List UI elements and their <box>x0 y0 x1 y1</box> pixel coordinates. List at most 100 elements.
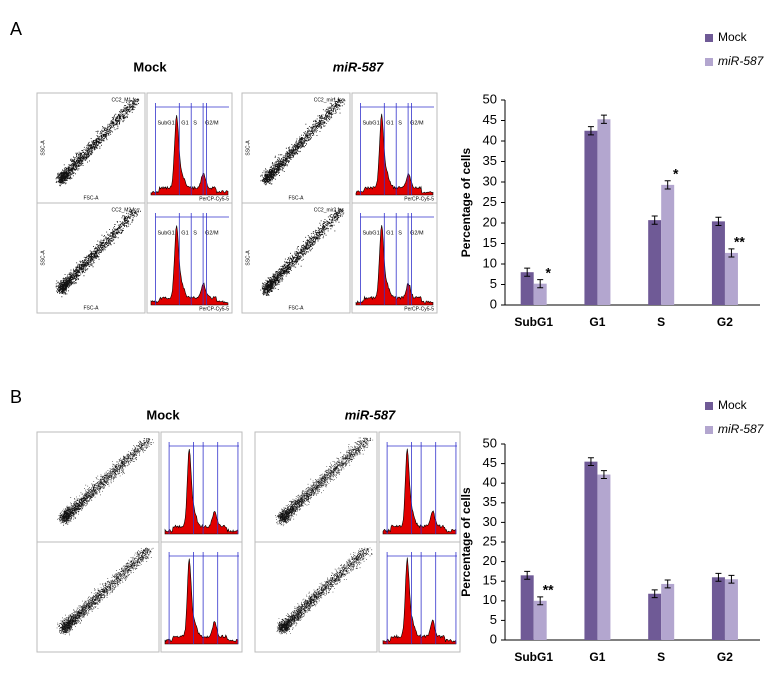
x-tick-label: G2 <box>717 315 733 329</box>
y-tick-label: 30 <box>483 514 497 529</box>
y-tick-label: 50 <box>483 435 497 450</box>
scatter-dots <box>55 99 140 187</box>
panel-label: A <box>10 19 22 39</box>
histogram-frame <box>146 92 233 204</box>
y-axis-label: SSC-A <box>245 250 251 266</box>
bar <box>597 474 611 640</box>
column-title: Mock <box>133 59 167 74</box>
column-title: miR-587 <box>345 407 396 422</box>
y-axis-label: Percentage of cells <box>459 487 473 597</box>
gate-label: S <box>398 120 402 126</box>
gate-label: G2/M <box>410 230 424 236</box>
scatter-dots <box>275 437 374 527</box>
x-axis-label: FSC-A <box>289 195 305 201</box>
error-bar <box>715 216 722 226</box>
gate-label: G2/M <box>410 120 424 126</box>
x-axis-label: FSC-A <box>289 305 305 311</box>
error-bar <box>651 589 658 599</box>
legend-label: miR-587 <box>718 422 765 436</box>
x-tick-label: G1 <box>589 315 605 329</box>
y-tick-label: 40 <box>483 475 497 490</box>
histogram-area <box>164 558 239 645</box>
y-tick-label: 5 <box>490 276 497 291</box>
x-tick-label: S <box>657 315 665 329</box>
error-bar <box>728 574 735 584</box>
y-tick-label: 20 <box>483 214 497 229</box>
legend-label: miR-587 <box>718 54 765 68</box>
gate-label: G1 <box>386 230 393 236</box>
y-tick-label: 40 <box>483 132 497 147</box>
gate-label: SubG1 <box>363 230 380 236</box>
x-axis-label: PerCP-Cy5-5 <box>199 196 229 202</box>
bar <box>711 577 725 640</box>
gate-label: S <box>193 120 197 126</box>
significance-label: * <box>673 165 679 181</box>
x-axis-label: FSC-A <box>84 195 100 201</box>
x-axis-label: FSC-A <box>84 305 100 311</box>
legend-swatch <box>705 58 713 66</box>
histogram-area <box>355 225 434 306</box>
scatter-dots <box>56 547 154 636</box>
gate-label: G2/M <box>205 120 219 126</box>
x-tick-label: SubG1 <box>514 650 553 664</box>
legend-swatch <box>705 34 713 42</box>
significance-label: ** <box>543 582 554 598</box>
scatter-dots <box>57 438 154 526</box>
y-tick-label: 35 <box>483 153 497 168</box>
x-axis-label: PerCP-Cy5-5 <box>404 306 434 312</box>
bar <box>724 252 738 305</box>
x-tick-label: G2 <box>717 650 733 664</box>
bar <box>533 283 547 305</box>
y-tick-label: 0 <box>490 631 497 646</box>
x-tick-label: S <box>657 650 665 664</box>
error-bar <box>587 126 594 136</box>
error-bar <box>715 572 722 582</box>
significance-label: ** <box>734 234 745 250</box>
scatter-dots <box>55 208 141 298</box>
y-tick-label: 50 <box>483 91 497 106</box>
error-bar <box>587 457 594 467</box>
gate-label: S <box>193 230 197 236</box>
error-bar <box>651 215 658 225</box>
histogram-frame <box>378 431 461 543</box>
y-tick-label: 45 <box>483 455 497 470</box>
y-tick-label: 25 <box>483 194 497 209</box>
error-bar <box>524 267 531 277</box>
error-bar <box>524 570 531 580</box>
y-axis-label: Percentage of cells <box>459 147 473 257</box>
histogram-area <box>382 557 457 645</box>
histogram-area <box>382 448 457 535</box>
gate-label: G1 <box>181 120 188 126</box>
histogram-frame <box>146 202 233 314</box>
y-tick-label: 0 <box>490 296 497 311</box>
gate-label: S <box>398 230 402 236</box>
error-bar <box>600 470 607 479</box>
column-title: Mock <box>146 407 180 422</box>
x-tick-label: G1 <box>589 650 605 664</box>
y-tick-label: 5 <box>490 612 497 627</box>
gate-label: G1 <box>386 120 393 126</box>
y-axis-label: SSC-A <box>245 140 251 156</box>
histogram-frame <box>351 202 438 314</box>
legend-label: Mock <box>718 398 748 412</box>
gate-label: SubG1 <box>158 120 175 126</box>
histogram-area <box>150 115 229 196</box>
bar <box>661 184 675 305</box>
bar <box>711 221 725 305</box>
legend-swatch <box>705 402 713 410</box>
x-tick-label: SubG1 <box>514 315 553 329</box>
bar <box>724 579 738 640</box>
scatter-dots <box>260 98 346 186</box>
file-name: CC2_M1.fcs <box>111 97 139 103</box>
y-axis-label: SSC-A <box>40 140 46 156</box>
error-bar <box>664 579 671 589</box>
histogram-frame <box>378 541 461 653</box>
bar <box>661 583 675 640</box>
legend-swatch <box>705 426 713 434</box>
error-bar <box>537 596 544 606</box>
histogram-area <box>355 113 434 196</box>
bar <box>648 593 662 640</box>
bar <box>533 600 547 640</box>
y-tick-label: 35 <box>483 494 497 509</box>
y-tick-label: 45 <box>483 112 497 127</box>
